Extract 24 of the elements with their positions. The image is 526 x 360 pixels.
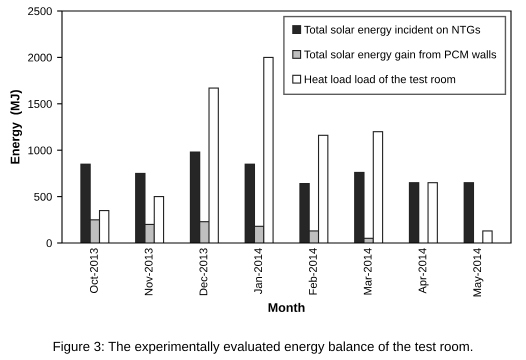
x-tick-label: Feb-2014 xyxy=(308,248,317,295)
legend-label: Total solar energy incident on NTGs xyxy=(304,25,480,36)
y-tick-label: 2500 xyxy=(28,7,52,16)
x-tick-label: Nov-2013 xyxy=(144,248,153,296)
bar xyxy=(408,182,420,243)
x-tick-label: Mar-2014 xyxy=(364,248,372,294)
x-tick-label: Apr-2014 xyxy=(418,248,429,294)
caption: Figure 3: The experimentally evaluated energy balance of the test room. xyxy=(54,341,472,354)
x-tick-label: Oct-2013 xyxy=(90,248,98,294)
x-axis-title: Month xyxy=(268,302,304,312)
x-tick-label: Jan-2014 xyxy=(254,248,262,294)
y-tick-label: 0 xyxy=(46,239,52,248)
bar xyxy=(427,182,438,243)
legend-label: Heat load load of the test room xyxy=(304,75,456,84)
legend-label: Total solar energy gain from PCM walls xyxy=(304,50,496,61)
bar xyxy=(482,230,493,243)
y-tick-label: 500 xyxy=(34,192,52,201)
x-tick-label: May-2014 xyxy=(473,248,484,296)
y-tick-label: 2000 xyxy=(28,54,52,62)
y-tick-label: 1000 xyxy=(28,146,52,154)
y-tick-label: 1500 xyxy=(28,100,52,108)
x-tick-label: Dec-2013 xyxy=(199,248,208,296)
y-axis-title: Energy (MJ) xyxy=(10,90,22,164)
bar xyxy=(464,182,474,243)
